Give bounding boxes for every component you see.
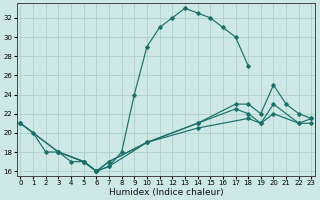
X-axis label: Humidex (Indice chaleur): Humidex (Indice chaleur) bbox=[108, 188, 223, 197]
